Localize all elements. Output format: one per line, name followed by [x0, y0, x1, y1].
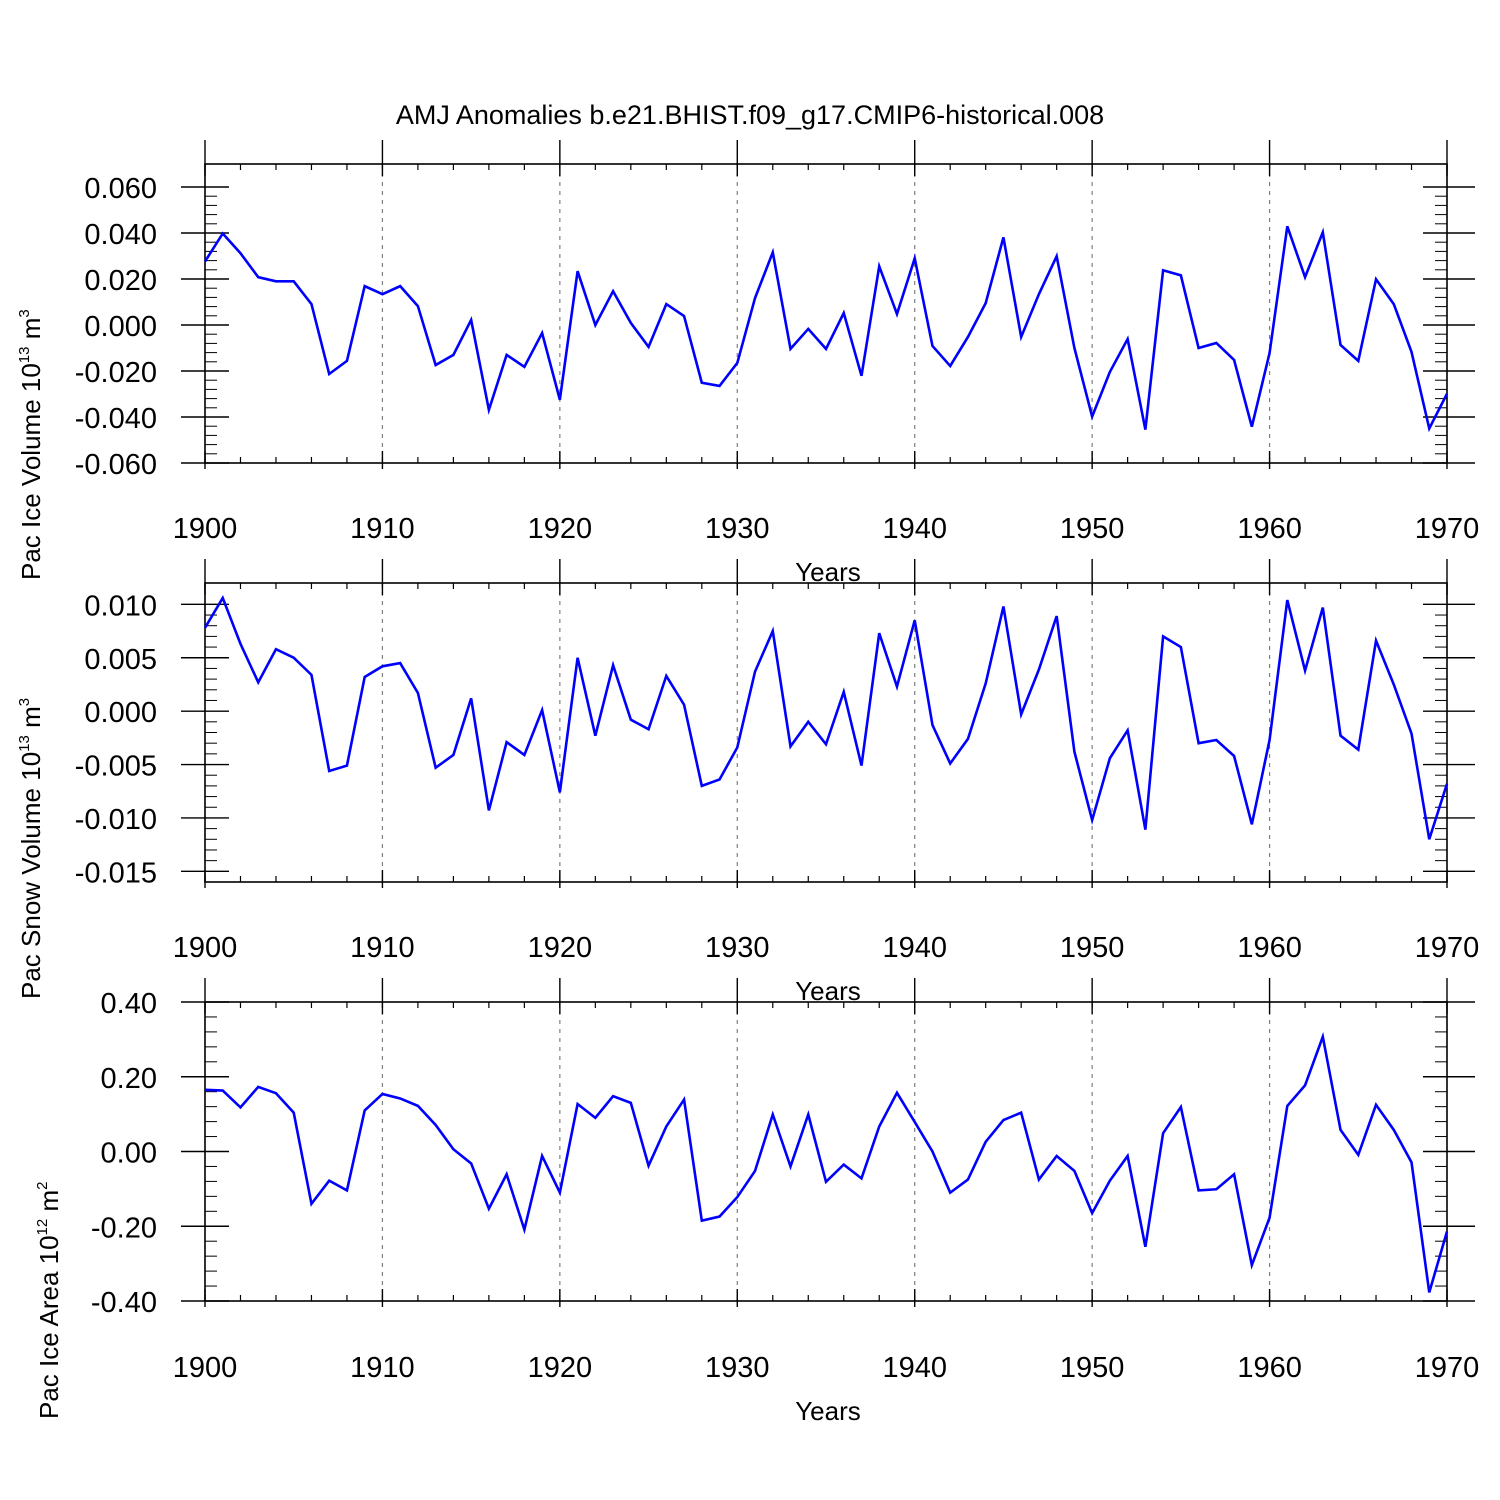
y-tick-label: -0.010 — [75, 804, 157, 836]
x-axis-title: Years — [795, 1396, 861, 1426]
plot-frame — [204, 1001, 1448, 1302]
y-axis-title-part: m — [16, 706, 46, 735]
y-tick-label: -0.015 — [75, 857, 157, 889]
x-tick-label: 1910 — [350, 513, 415, 545]
x-tick-label: 1900 — [173, 1352, 238, 1384]
x-tick-label: 1930 — [705, 1352, 770, 1384]
series-line-1 — [204, 1031, 1449, 1293]
y-axis-title-superscript: 13 — [16, 735, 33, 752]
series-line-1 — [203, 225, 1449, 433]
x-tick-label: 1950 — [1060, 932, 1125, 964]
x-tick-label: 1900 — [173, 513, 238, 545]
y-tick-label: 0.20 — [101, 1063, 157, 1095]
plot-frame — [204, 582, 1448, 883]
x-axis-title: Years — [795, 557, 861, 587]
y-tick-label: 0.020 — [84, 265, 157, 297]
y-axis-title-superscript: 12 — [34, 1219, 51, 1236]
x-tick-label: 1910 — [350, 932, 415, 964]
y-axis-title-part: m — [16, 318, 46, 347]
x-tick-label: 1950 — [1060, 1352, 1125, 1384]
x-tick-label: 1940 — [882, 513, 947, 545]
y-axis-title-part: Pac Ice Volume 10 — [16, 363, 46, 580]
y-tick-label: -0.020 — [75, 357, 157, 389]
plot-frame — [204, 163, 1448, 464]
x-tick-label: 1920 — [528, 932, 593, 964]
y-tick-label: 0.005 — [84, 644, 157, 676]
x-tick-label: 1960 — [1237, 932, 1302, 964]
y-tick-label: 0.060 — [84, 173, 157, 205]
y-tick-label: 0.000 — [84, 697, 157, 729]
panel-1: -0.060 -0.040 -0.020 0.000 0.020 0.040 0.060 19… — [16, 140, 1479, 587]
x-tick-label: 1940 — [882, 1352, 947, 1384]
panels: -0.060 -0.040 -0.020 0.000 0.020 0.040 0.060 19… — [16, 140, 1479, 1426]
y-axis-title-superscript: 3 — [16, 698, 33, 706]
y-tick-label: -0.040 — [75, 403, 157, 435]
y-tick-label: -0.005 — [75, 751, 157, 783]
panel-3: -0.40 -0.20 0.00 0.20 0.40 1900 1910 1920 1930 19… — [34, 978, 1479, 1426]
x-tick-label: 1960 — [1237, 513, 1302, 545]
x-tick-label: 1970 — [1415, 1352, 1480, 1384]
x-tick-label: 1940 — [882, 932, 947, 964]
y-tick-label: 0.00 — [101, 1138, 157, 1170]
y-tick-label: 0.010 — [84, 590, 157, 622]
y-axis-title-superscript: 13 — [16, 347, 33, 364]
y-axis-title-part: m — [34, 1190, 64, 1219]
y-tick-label: -0.40 — [91, 1287, 157, 1319]
x-tick-label: 1920 — [528, 1352, 593, 1384]
x-tick-label: 1970 — [1415, 513, 1480, 545]
x-tick-label: 1900 — [173, 932, 238, 964]
y-axis-title-part: Pac Ice Area 10 — [34, 1235, 64, 1419]
y-tick-label: 0.000 — [84, 311, 157, 343]
y-tick-label: -0.060 — [75, 449, 157, 481]
x-tick-label: 1960 — [1237, 1352, 1302, 1384]
y-tick-label: 0.40 — [101, 988, 157, 1020]
figure-title: AMJ Anomalies b.e21.BHIST.f09_g17.CMIP6-… — [396, 100, 1104, 130]
x-tick-label: 1920 — [528, 513, 593, 545]
x-tick-label: 1930 — [705, 513, 770, 545]
x-tick-label: 1930 — [705, 932, 770, 964]
y-tick-label: 0.040 — [84, 219, 157, 251]
series-line-1 — [203, 594, 1449, 840]
panel-2: -0.015 -0.010 -0.005 0.000 0.005 0.010 1900 191… — [16, 559, 1479, 1006]
x-tick-label: 1910 — [350, 1352, 415, 1384]
y-axis-title-superscript: 2 — [34, 1182, 51, 1190]
y-axis-title: Pac Ice Volume 1013 m3 — [16, 309, 46, 580]
y-axis-title: Pac Ice Area 1012 m2 — [34, 1182, 64, 1419]
x-axis-title: Years — [795, 976, 861, 1006]
y-axis-title-part: Pac Snow Volume 10 — [16, 752, 46, 999]
y-tick-label: -0.20 — [91, 1212, 157, 1244]
y-axis-title-superscript: 3 — [16, 309, 33, 317]
x-tick-label: 1950 — [1060, 513, 1125, 545]
y-axis-title: Pac Snow Volume 1013 m3 — [16, 698, 46, 999]
x-tick-label: 1970 — [1415, 932, 1480, 964]
